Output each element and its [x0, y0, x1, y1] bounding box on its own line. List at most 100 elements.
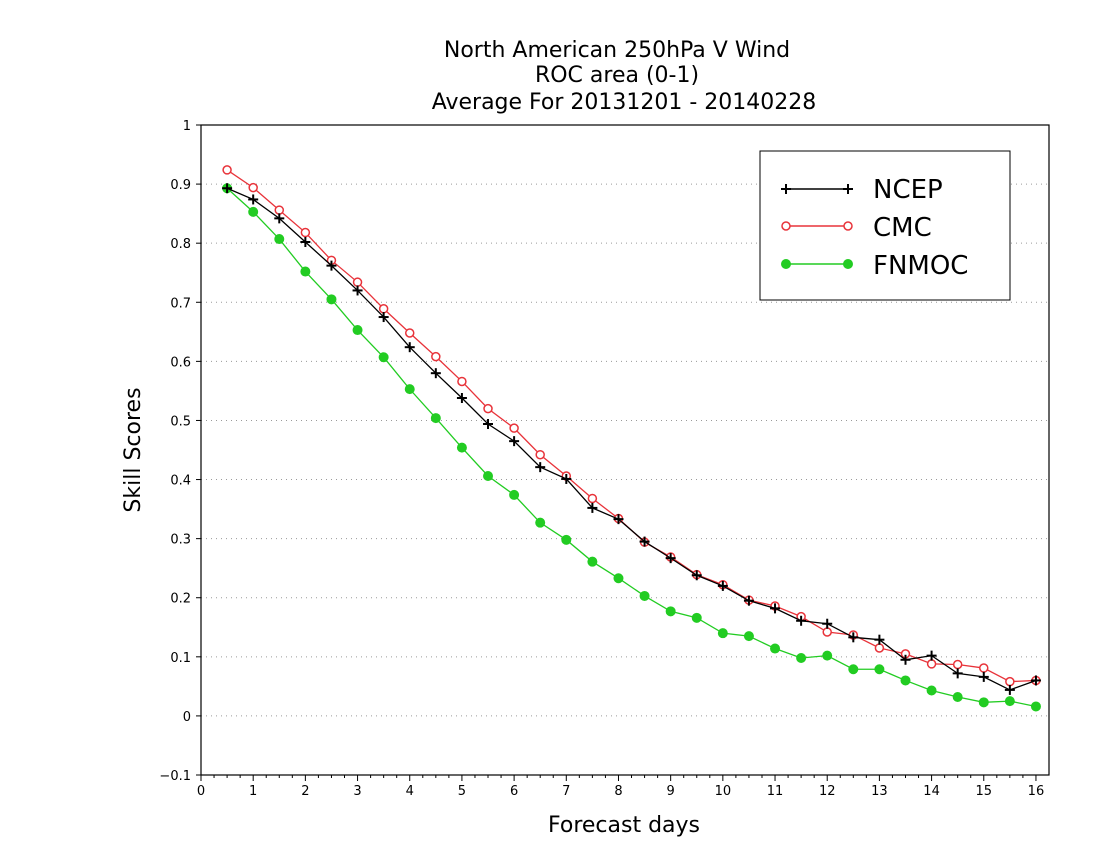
data-point-fnmoc — [248, 206, 259, 217]
legend-sample-fnmoc — [781, 259, 853, 269]
x-tick-label: 14 — [923, 784, 940, 799]
chart-title-line-3: Average For 20131201 - 20140228 — [432, 90, 817, 115]
data-point-ncep — [456, 393, 467, 403]
data-point-ncep — [900, 654, 911, 665]
y-tick-label: 0.2 — [170, 592, 191, 607]
data-point-ncep — [743, 595, 754, 606]
data-point-ncep — [430, 368, 441, 379]
legend: NCEP CMC FNMOC — [759, 150, 1011, 301]
x-tick-label: 8 — [614, 784, 622, 799]
data-point-fnmoc — [404, 384, 415, 395]
y-tick-label: 0.4 — [170, 474, 191, 489]
y-tick-label: 0.8 — [170, 237, 191, 252]
series-line-ncep — [226, 187, 1037, 691]
x-tick-label: 7 — [562, 784, 570, 799]
data-point-fnmoc — [509, 489, 520, 500]
x-tick-label: 4 — [406, 784, 414, 799]
x-tick-label: 11 — [767, 784, 784, 799]
data-point-ncep — [639, 536, 650, 547]
x-axis-title: Forecast days — [548, 813, 700, 838]
data-point-fnmoc — [874, 664, 885, 675]
x-tick-label: 2 — [301, 784, 309, 799]
data-point-cmc — [822, 627, 832, 637]
y-tick-label: 0.5 — [170, 414, 191, 429]
y-axis-title: Skill Scores — [121, 387, 146, 512]
legend-sample-ncep — [781, 184, 853, 194]
legend-sample-cmc — [781, 221, 853, 231]
data-point-fnmoc — [691, 612, 702, 623]
data-point-ncep — [691, 570, 702, 581]
data-point-cmc — [274, 205, 285, 215]
x-tick-label: 1 — [249, 784, 257, 799]
y-tick-label: −0.1 — [159, 769, 191, 784]
x-tick-label: 5 — [458, 784, 466, 799]
data-point-ncep — [926, 650, 937, 661]
legend-label-cmc: CMC — [873, 213, 932, 243]
data-point-fnmoc — [952, 692, 963, 702]
data-point-ncep — [665, 553, 676, 564]
data-point-cmc — [457, 376, 467, 387]
legend-marker — [843, 259, 853, 269]
data-point-fnmoc — [613, 573, 624, 584]
data-point-ncep — [822, 618, 833, 629]
data-point-fnmoc — [561, 534, 572, 545]
data-point-fnmoc — [848, 664, 859, 675]
y-tick-label: 1 — [183, 119, 191, 134]
data-point-cmc — [952, 659, 963, 670]
series-ncep — [222, 183, 1041, 695]
data-point-fnmoc — [665, 606, 676, 617]
data-point-cmc — [431, 351, 441, 362]
x-tick-label: 16 — [1028, 784, 1045, 799]
data-point-fnmoc — [587, 556, 598, 567]
y-tick-label: 0.7 — [170, 296, 191, 311]
data-point-cmc — [587, 493, 598, 504]
data-point-fnmoc — [378, 352, 389, 363]
data-point-ncep — [483, 419, 494, 429]
data-point-ncep — [978, 671, 989, 682]
data-point-ncep — [952, 668, 963, 679]
data-point-fnmoc — [978, 697, 989, 708]
data-point-fnmoc — [822, 650, 833, 661]
data-point-fnmoc — [796, 653, 807, 663]
x-tick-label: 13 — [871, 784, 888, 799]
legend-marker — [843, 184, 853, 194]
data-point-ncep — [535, 462, 546, 473]
data-point-fnmoc — [900, 675, 911, 686]
legend-label-ncep: NCEP — [873, 175, 943, 205]
data-point-ncep — [1004, 684, 1015, 695]
data-point-fnmoc — [430, 413, 441, 424]
legend-marker — [781, 221, 791, 231]
data-point-fnmoc — [535, 517, 546, 528]
data-point-cmc — [352, 277, 363, 287]
y-tick-label: 0.3 — [170, 533, 191, 548]
x-tick-label: 9 — [667, 784, 675, 799]
x-tick-label: 12 — [819, 784, 836, 799]
data-point-fnmoc — [274, 234, 285, 245]
series-layer — [222, 165, 1041, 712]
data-point-ncep — [848, 632, 859, 643]
data-point-ncep — [587, 502, 598, 513]
data-point-cmc — [404, 328, 415, 338]
data-point-ncep — [222, 183, 233, 194]
data-point-cmc — [378, 304, 389, 314]
legend-label-fnmoc: FNMOC — [873, 251, 968, 281]
x-tick-label: 3 — [353, 784, 361, 799]
data-point-cmc — [979, 663, 989, 673]
data-point-ncep — [352, 285, 363, 296]
data-point-cmc — [222, 165, 232, 175]
data-point-ncep — [509, 436, 520, 447]
data-point-ncep — [717, 580, 728, 591]
data-point-fnmoc — [300, 266, 311, 277]
data-point-fnmoc — [639, 590, 650, 601]
axis-layer: −0.100.10.20.30.40.50.60.70.80.910 1 2 3 4 5 6… — [159, 119, 1050, 799]
data-point-cmc — [483, 403, 493, 414]
data-point-ncep — [613, 514, 624, 525]
data-point-fnmoc — [717, 628, 728, 639]
data-point-cmc — [874, 643, 885, 653]
plot-frame — [200, 124, 1050, 776]
data-point-ncep — [796, 615, 807, 626]
data-point-fnmoc — [743, 631, 754, 642]
x-tick-label: 10 — [715, 784, 732, 799]
